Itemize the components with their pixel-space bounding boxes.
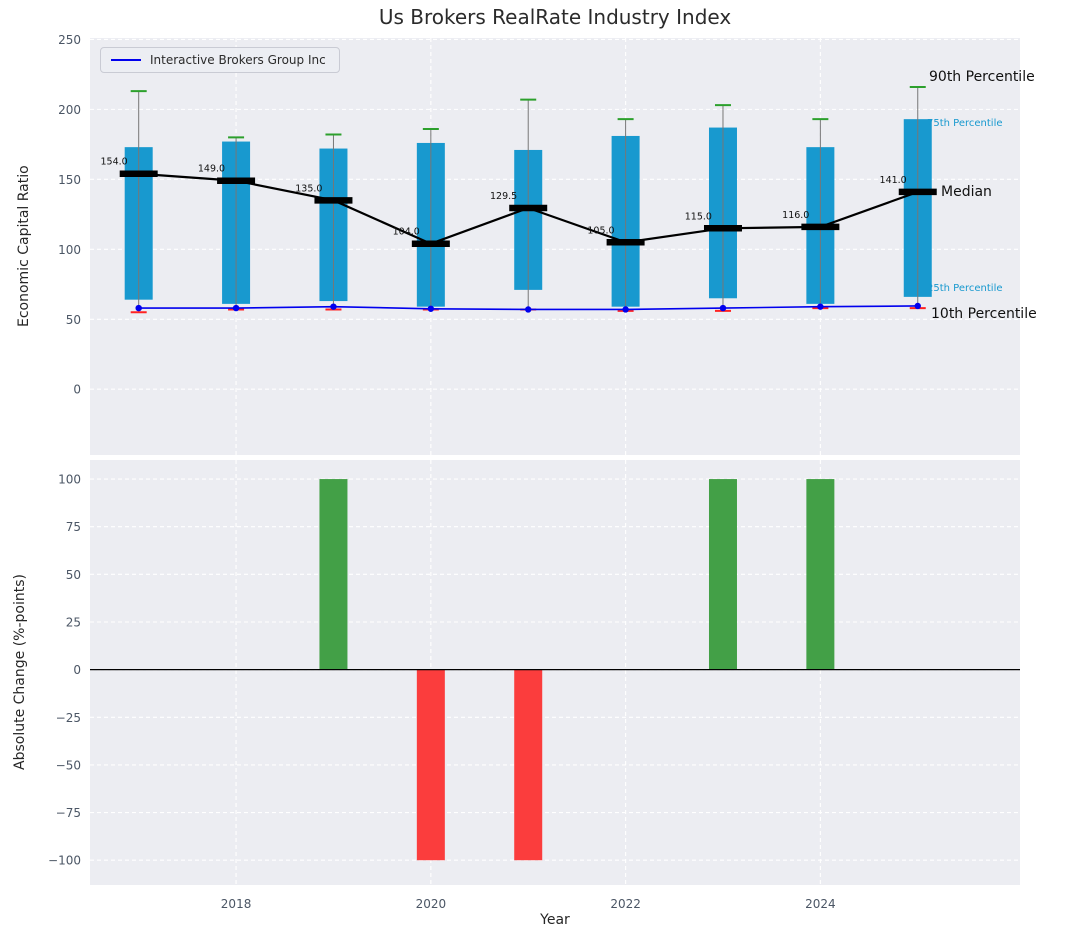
- annotation-75th-percentile: 75th Percentile: [927, 118, 1003, 129]
- x-tick-label: 2020: [416, 897, 447, 911]
- positive-change-bar: [708, 479, 737, 670]
- annotation-10th-percentile: 10th Percentile: [931, 306, 1037, 322]
- bottom-y-tick-label: −75: [56, 806, 81, 820]
- bottom-y-tick-label: 0: [73, 663, 81, 677]
- company-marker: [135, 304, 142, 312]
- company-marker: [232, 304, 240, 312]
- top-y-tick-label: 0: [73, 383, 81, 397]
- median-value-label: 154.0: [100, 157, 127, 168]
- legend-line-sample: [111, 59, 141, 61]
- bottom-y-tick-label: −25: [56, 711, 81, 725]
- bottom-y-tick-label: −100: [48, 854, 81, 868]
- top-y-tick-label: 250: [58, 33, 81, 47]
- bottom-y-axis-label: Absolute Change (%-points): [12, 574, 28, 771]
- x-axis-label: Year: [540, 912, 570, 928]
- legend-label: Interactive Brokers Group Inc: [150, 53, 326, 67]
- top-y-tick-label: 50: [66, 313, 81, 327]
- annotation-25th-percentile: 25th Percentile: [927, 283, 1003, 294]
- median-value-label: 116.0: [782, 210, 809, 221]
- top-y-tick-label: 200: [58, 103, 81, 117]
- legend: Interactive Brokers Group Inc: [100, 47, 340, 73]
- x-tick-label: 2022: [610, 897, 641, 911]
- median-value-label: 105.0: [587, 225, 614, 236]
- median-value-label: 129.5: [490, 191, 517, 202]
- annotation-90th-percentile: 90th Percentile: [929, 69, 1035, 85]
- top-y-tick-label: 150: [58, 173, 81, 187]
- chart-title: Us Brokers RealRate Industry Index: [378, 5, 732, 29]
- top-y-axis-label: Economic Capital Ratio: [16, 165, 32, 328]
- bottom-y-tick-label: 25: [66, 615, 81, 629]
- bottom-y-tick-label: −50: [56, 758, 81, 772]
- negative-change-bar: [416, 669, 445, 861]
- company-marker: [622, 306, 629, 313]
- median-value-label: 104.0: [393, 227, 420, 238]
- bottom-y-tick-label: 100: [58, 473, 81, 487]
- company-marker: [719, 304, 727, 312]
- x-tick-label: 2024: [805, 897, 836, 911]
- company-marker: [817, 303, 824, 310]
- bottom-panel-background: [90, 460, 1020, 885]
- bottom-y-tick-label: 50: [66, 568, 81, 582]
- company-marker: [330, 303, 337, 310]
- median-value-label: 115.0: [685, 211, 712, 222]
- company-series: [135, 302, 921, 313]
- change-bars: [319, 479, 835, 861]
- top-y-tick-label: 100: [58, 243, 81, 257]
- company-marker: [525, 306, 532, 313]
- positive-change-bar: [319, 479, 348, 670]
- company-marker: [427, 305, 435, 312]
- x-tick-label: 2018: [221, 897, 252, 911]
- annotation-median: Median: [941, 184, 992, 200]
- median-value-label: 141.0: [880, 175, 907, 186]
- bottom-y-tick-label: 75: [66, 520, 81, 534]
- median-series: 154.0 149.0 135.0 104.0 129.5 105.0 115.0 116.0…: [100, 157, 937, 247]
- negative-change-bar: [514, 669, 543, 861]
- positive-change-bar: [806, 479, 835, 670]
- company-marker: [914, 302, 921, 310]
- median-value-label: 135.0: [295, 183, 322, 194]
- median-value-label: 149.0: [198, 164, 225, 175]
- tick-labels: 0 50 100 150 200 250 −100 −75 −50 −25 0 25 50 75 100 20…: [48, 33, 836, 911]
